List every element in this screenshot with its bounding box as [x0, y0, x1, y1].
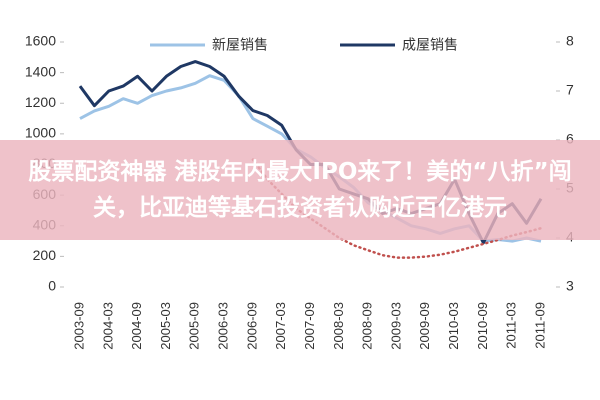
x-tick-label: 2005-03	[158, 302, 173, 350]
x-tick-label: 2009-03	[388, 302, 403, 350]
x-tick-label: 2010-03	[446, 302, 461, 350]
headline: 股票配资神器 港股年内最大IPO来了！美的“八折”闯关，比亚迪等基石投资者认购近…	[28, 159, 572, 221]
headline-banner: 股票配资神器 港股年内最大IPO来了！美的“八折”闯关，比亚迪等基石投资者认购近…	[0, 140, 600, 240]
x-tick-label: 2011-09	[532, 302, 547, 349]
x-tick-label: 2011-03	[504, 302, 519, 349]
x-tick-label: 2007-09	[302, 302, 317, 350]
y-tick-label: 1200	[25, 94, 56, 110]
y-tick-label: 1000	[25, 125, 56, 141]
y2-tick-label: 3	[566, 278, 574, 294]
y-tick-label: 200	[33, 247, 57, 263]
x-tick-label: 2009-09	[417, 302, 432, 350]
x-tick-label: 2006-03	[216, 302, 231, 350]
legend-label: 新屋销售	[212, 37, 268, 53]
x-tick-label: 2010-09	[475, 302, 490, 350]
x-tick-label: 2004-09	[129, 302, 144, 350]
x-tick-label: 2006-09	[244, 302, 259, 350]
x-tick-label: 2008-03	[331, 302, 346, 350]
y2-tick-label: 6	[566, 131, 574, 147]
x-tick-label: 2003-09	[71, 302, 86, 350]
y-tick-label: 1400	[25, 63, 56, 79]
x-tick-label: 2005-09	[187, 302, 202, 350]
y2-tick-label: 7	[566, 82, 574, 98]
y2-tick-label: 8	[566, 33, 574, 49]
y-tick-label: 0	[48, 278, 56, 294]
x-tick-label: 2004-03	[100, 302, 115, 350]
x-tick-label: 2008-09	[360, 302, 375, 350]
x-tick-label: 2007-03	[273, 302, 288, 350]
legend-label: 成屋销售	[402, 37, 458, 53]
y-tick-label: 1600	[25, 33, 56, 49]
